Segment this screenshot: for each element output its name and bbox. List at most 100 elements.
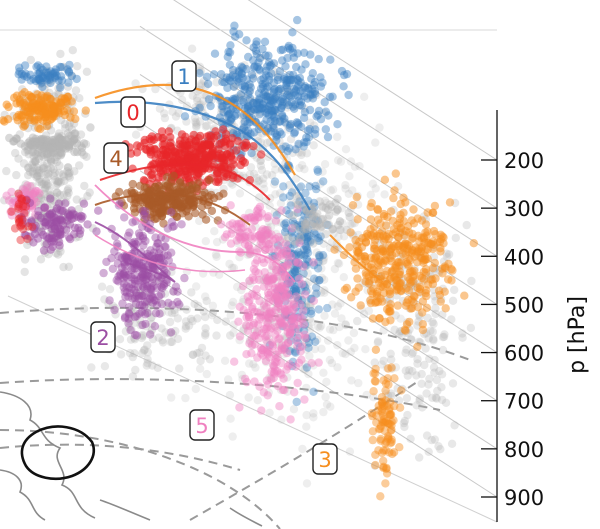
scatter-point: [56, 49, 65, 59]
scatter-point: [217, 101, 226, 111]
scatter-point: [225, 390, 235, 400]
scatter-point: [53, 250, 63, 259]
scatter-point: [271, 165, 280, 174]
scatter-point: [54, 76, 63, 85]
scatter-point: [215, 270, 224, 279]
scatter-point: [26, 76, 35, 85]
scatter-point: [72, 74, 81, 84]
scatter-point: [263, 92, 272, 101]
scatter-point: [241, 82, 250, 92]
scatter-point: [140, 345, 149, 354]
scatter-point: [316, 288, 326, 297]
scatter-point: [386, 273, 396, 282]
scatter-point: [14, 218, 24, 227]
scatter-point: [186, 314, 196, 324]
scatter-point: [263, 338, 272, 347]
scatter-point: [165, 328, 174, 338]
scatter-point: [31, 157, 40, 166]
scatter-point: [271, 234, 280, 243]
scatter-point: [34, 123, 43, 133]
scatter-point: [270, 95, 280, 104]
scatter-point: [141, 300, 150, 309]
scatter-point: [413, 342, 422, 351]
scatter-point: [330, 309, 340, 318]
scatter-point: [380, 398, 389, 407]
scatter-point: [244, 393, 253, 402]
scatter-point: [381, 479, 390, 488]
scatter-point: [322, 377, 331, 387]
scatter-point: [220, 356, 230, 365]
scatter-point: [15, 191, 24, 200]
scatter-point: [344, 208, 353, 217]
scatter-point: [273, 73, 283, 82]
scatter-point: [38, 164, 48, 173]
scatter-point: [267, 170, 277, 180]
scatter-point: [125, 307, 135, 316]
scatter-point: [289, 334, 298, 343]
scatter-point: [0, 196, 9, 205]
scatter-point: [285, 121, 295, 130]
scatter-point: [341, 184, 350, 193]
scatter-point: [305, 105, 315, 115]
scatter-point: [217, 220, 226, 229]
scatter-point: [431, 304, 440, 313]
scatter-point: [341, 320, 350, 330]
scatter-point: [207, 206, 217, 216]
scatter-point: [22, 72, 31, 82]
scatter-point: [469, 239, 478, 248]
scatter-point: [290, 129, 299, 138]
scatter-point: [32, 197, 41, 207]
scatter-point: [402, 345, 411, 354]
scatter-point: [422, 431, 432, 440]
scatter-point: [235, 94, 244, 103]
scatter-point: [262, 83, 271, 92]
scatter-point: [51, 175, 60, 185]
scatter-point: [240, 81, 249, 91]
scatter-point: [238, 95, 247, 105]
scatter-point: [292, 238, 301, 247]
scatter-point: [59, 62, 68, 72]
scatter-point: [12, 170, 21, 180]
scatter-point: [256, 237, 265, 246]
scatter-point: [283, 387, 292, 396]
scatter-point: [429, 336, 438, 345]
scatter-point: [428, 393, 437, 402]
scatter-point: [262, 62, 272, 71]
scatter-point: [308, 85, 317, 94]
scatter-point: [46, 194, 55, 203]
scatter-point: [287, 98, 296, 107]
scatter-point: [402, 258, 411, 267]
scatter-point: [247, 106, 256, 115]
scatter-point: [294, 81, 303, 90]
scatter-point: [180, 112, 190, 121]
scatter-point: [344, 90, 353, 100]
scatter-point: [221, 317, 230, 326]
scatter-point: [147, 283, 156, 292]
scatter-point: [297, 250, 306, 259]
scatter-point: [287, 211, 297, 220]
scatter-point: [319, 253, 329, 262]
scatter-point: [261, 104, 270, 113]
scatter-point: [376, 424, 385, 433]
scatter-point: [201, 237, 210, 246]
scatter-point: [158, 204, 167, 213]
scatter-point: [366, 190, 375, 199]
scatter-point: [231, 32, 240, 41]
scatter-point: [33, 171, 42, 181]
scatter-point: [51, 68, 60, 78]
scatter-point: [201, 122, 210, 131]
scatter-point: [270, 84, 279, 94]
scatter-point: [36, 63, 45, 72]
scatter-point: [42, 66, 52, 76]
scatter-point: [348, 186, 357, 195]
scatter-point: [424, 334, 433, 343]
scatter-point: [421, 220, 431, 229]
scatter-point: [412, 401, 421, 410]
scatter-point: [303, 333, 312, 343]
scatter-point: [55, 62, 65, 72]
scatter-point: [291, 292, 301, 301]
scatter-point: [249, 169, 259, 179]
scatter-point: [17, 196, 26, 205]
scatter-point: [297, 101, 306, 110]
scatter-point: [10, 93, 19, 102]
